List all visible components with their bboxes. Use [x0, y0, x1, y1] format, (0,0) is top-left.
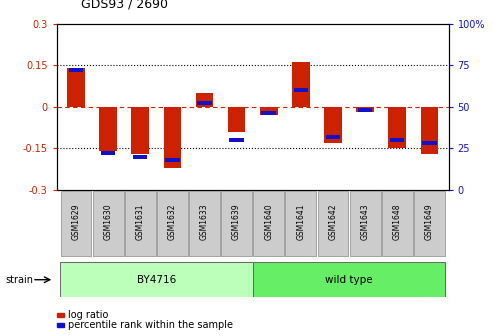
Text: BY4716: BY4716	[137, 275, 176, 285]
Text: GSM1639: GSM1639	[232, 204, 241, 241]
Text: percentile rank within the sample: percentile rank within the sample	[68, 320, 233, 330]
Bar	[164, 107, 181, 168]
Text: GSM1631: GSM1631	[136, 204, 145, 240]
Bar	[196, 93, 213, 107]
Bar	[99, 107, 117, 151]
Text: GSM1632: GSM1632	[168, 204, 177, 240]
Text: GSM1629: GSM1629	[71, 204, 80, 240]
Bar	[57, 324, 64, 327]
Bar	[229, 138, 244, 142]
Bar	[324, 107, 342, 143]
FancyBboxPatch shape	[350, 191, 381, 256]
Bar	[57, 313, 64, 317]
Bar	[292, 62, 310, 107]
FancyBboxPatch shape	[61, 191, 91, 256]
Bar	[356, 107, 374, 112]
Bar	[358, 108, 372, 112]
FancyBboxPatch shape	[221, 191, 252, 256]
FancyBboxPatch shape	[93, 191, 124, 256]
Text: wild type: wild type	[325, 275, 373, 285]
FancyBboxPatch shape	[285, 191, 317, 256]
FancyBboxPatch shape	[382, 191, 413, 256]
Text: GSM1649: GSM1649	[425, 204, 434, 241]
Bar	[132, 107, 149, 154]
Bar	[165, 158, 179, 162]
Bar	[326, 135, 340, 138]
Text: log ratio: log ratio	[68, 310, 108, 320]
FancyBboxPatch shape	[253, 191, 284, 256]
Text: GSM1630: GSM1630	[104, 204, 112, 241]
Text: GDS93 / 2690: GDS93 / 2690	[81, 0, 168, 10]
Bar	[294, 88, 308, 92]
Bar	[67, 68, 85, 107]
Bar	[421, 107, 438, 154]
Bar	[390, 138, 404, 142]
Bar	[60, 262, 253, 297]
FancyBboxPatch shape	[125, 191, 156, 256]
Text: GSM1643: GSM1643	[360, 204, 370, 241]
Bar	[101, 151, 115, 155]
FancyBboxPatch shape	[157, 191, 188, 256]
Text: GSM1648: GSM1648	[393, 204, 402, 240]
Text: strain: strain	[5, 275, 33, 285]
FancyBboxPatch shape	[189, 191, 220, 256]
Bar	[228, 107, 246, 132]
Bar	[260, 107, 278, 115]
Bar	[133, 155, 147, 159]
Bar	[261, 112, 276, 115]
FancyBboxPatch shape	[414, 191, 445, 256]
FancyBboxPatch shape	[317, 191, 349, 256]
Text: GSM1640: GSM1640	[264, 204, 273, 241]
Text: GSM1641: GSM1641	[296, 204, 305, 240]
Bar	[388, 107, 406, 148]
Text: GSM1633: GSM1633	[200, 204, 209, 241]
Bar	[69, 68, 83, 72]
Bar	[197, 101, 211, 105]
Bar	[422, 141, 437, 145]
Bar	[253, 262, 445, 297]
Text: GSM1642: GSM1642	[328, 204, 338, 240]
